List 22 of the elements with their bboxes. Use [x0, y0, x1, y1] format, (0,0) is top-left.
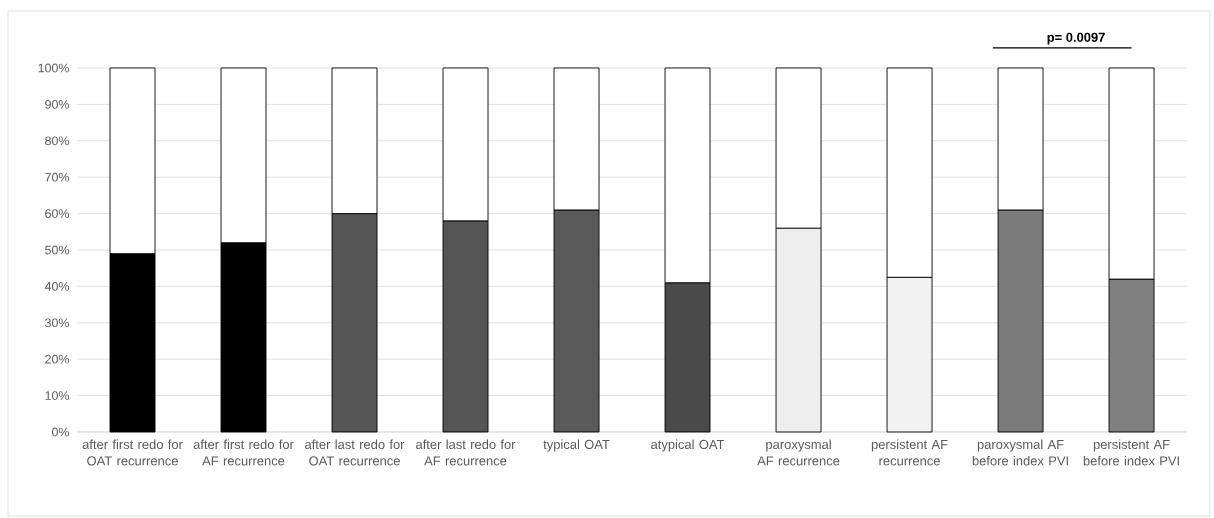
x-tick-label: after first redo for AF recurrence — [193, 439, 294, 466]
y-tick-label: 90% — [45, 99, 70, 109]
x-tick-label: atypical OAT — [651, 439, 725, 452]
x-tick-label: after last redo for OAT recurrence — [305, 439, 405, 466]
y-tick-label: 60% — [45, 209, 70, 218]
y-tick-label: 30% — [45, 318, 70, 328]
y-tick-label: 0% — [51, 427, 70, 437]
x-tick-label: typical OAT — [543, 439, 610, 452]
x-tick-label: paroxysmal AF before index PVI — [972, 439, 1068, 466]
x-tick-label: paroxysmal AF recurrence — [757, 439, 840, 466]
x-tick-label: after last redo for AF recurrence — [416, 439, 516, 466]
y-tick-label: 20% — [45, 354, 70, 364]
x-tick-label: persistent AF recurrence — [871, 439, 948, 466]
x-tick-label: after first redo for OAT recurrence — [82, 439, 183, 466]
y-tick-label: 50% — [45, 245, 70, 255]
y-tick-label: 100% — [38, 63, 70, 73]
x-tick-label: persistent AF before index PVI — [1083, 439, 1179, 466]
y-tick-label: 70% — [45, 172, 70, 182]
y-tick-label: 10% — [45, 391, 70, 400]
text: p= 0.0097 — [1047, 32, 1105, 45]
y-tick-label: 40% — [44, 281, 70, 291]
y-tick-label: 80% — [45, 136, 70, 146]
